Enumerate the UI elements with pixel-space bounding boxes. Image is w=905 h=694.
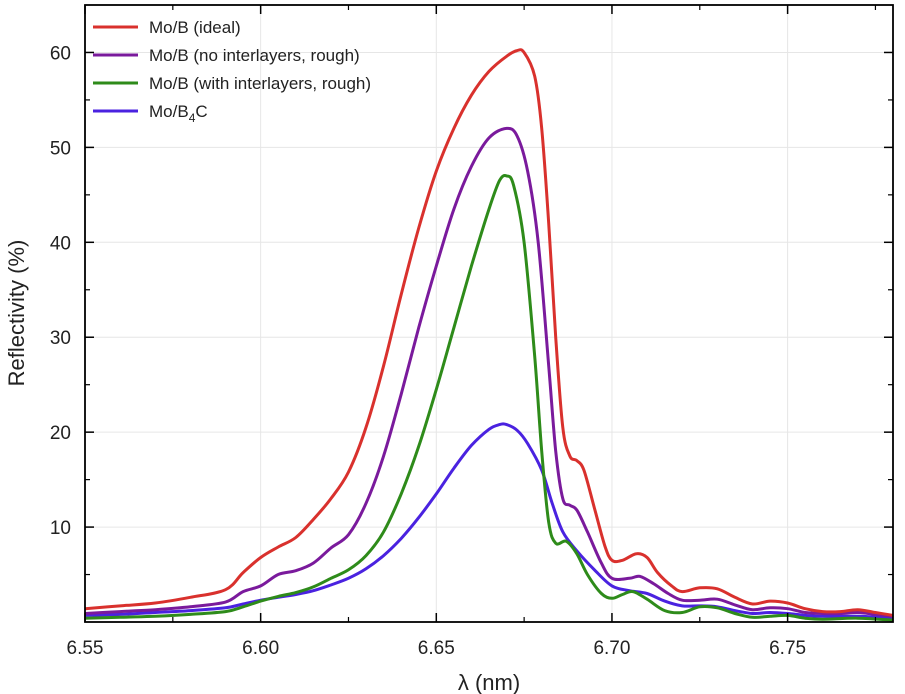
y-tick-label: 60 — [50, 43, 71, 64]
y-tick-label: 10 — [50, 518, 71, 539]
series-line-mo-b-with-interlayers-rough — [85, 174, 893, 622]
legend-label: Mo/B (no interlayers, rough) — [149, 46, 360, 65]
series-line-mo-b4c — [85, 422, 893, 620]
legend-label: Mo/B (ideal) — [149, 18, 241, 37]
plot-frame — [84, 4, 894, 623]
y-tick-label: 20 — [50, 423, 71, 444]
series-group — [85, 48, 893, 622]
series-line-mo-b-ideal — [85, 48, 893, 617]
x-tick-label: 6.60 — [242, 638, 279, 659]
x-tick-label: 6.70 — [593, 638, 630, 659]
axes: 6.55 6.60 6.65 6.70 6.75 10 20 30 40 50 60 — [50, 5, 893, 659]
legend-label: Mo/B (with interlayers, rough) — [149, 74, 371, 93]
series-line-mo-b-no-interlayers-rough — [85, 126, 893, 618]
x-tick-label: 6.55 — [67, 638, 104, 659]
y-axis-title: Reflectivity (%) — [4, 240, 29, 387]
x-tick-label: 6.65 — [418, 638, 455, 659]
legend: Mo/B (ideal) Mo/B (no interlayers, rough)… — [93, 18, 371, 125]
y-tick-label: 40 — [50, 233, 71, 254]
y-tick-label: 50 — [50, 138, 71, 159]
x-axis-title: λ (nm) — [458, 670, 520, 694]
x-tick-label: 6.75 — [769, 638, 806, 659]
legend-label: Mo/B4C — [149, 102, 208, 125]
y-tick-label: 30 — [50, 328, 71, 349]
grid — [85, 5, 893, 622]
